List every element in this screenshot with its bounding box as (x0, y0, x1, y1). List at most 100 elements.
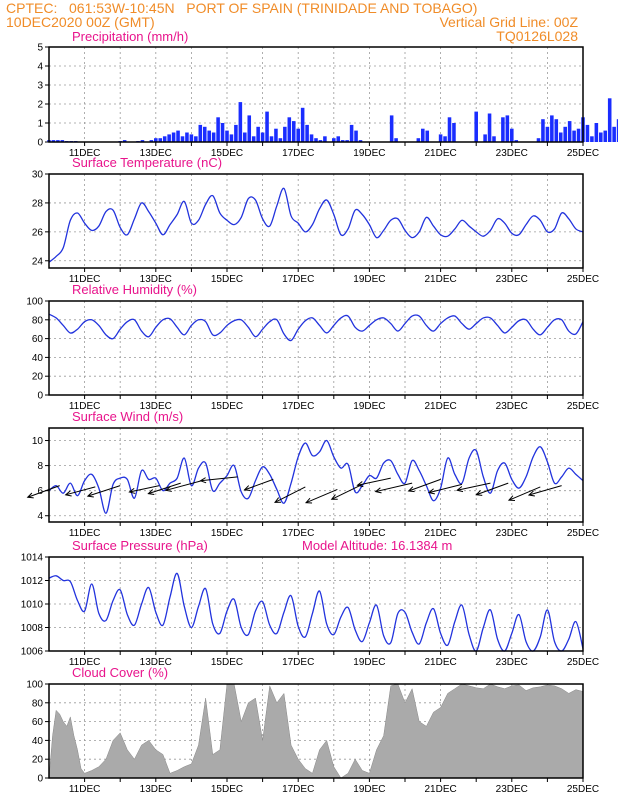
precip-bar (216, 117, 220, 142)
precip-bar (305, 124, 309, 142)
precip-bar (149, 140, 154, 142)
cloud-ytick-label: 0 (37, 774, 43, 785)
rh-xtick-label: 19DEC (353, 401, 385, 412)
wind-vector-head (147, 489, 155, 495)
wind-vector-head (128, 487, 136, 494)
precip-xtick-label: 15DEC (211, 148, 243, 159)
precip-bar (483, 134, 487, 142)
wind-vector-shaft (476, 482, 509, 496)
precip-bar (425, 130, 430, 142)
cloud-xtick-label: 13DEC (140, 784, 172, 795)
wind-vector-shaft (200, 476, 238, 482)
pressure-ytick-label: 1012 (21, 576, 44, 587)
precip-xtick-label: 13DEC (140, 148, 172, 159)
precip-bar (225, 130, 229, 142)
wind-vector-head (527, 490, 535, 497)
precip-xtick-label: 21DEC (424, 148, 456, 159)
cloud-xtick-label: 11DEC (69, 784, 101, 795)
rh-ytick-label: 20 (32, 372, 44, 383)
precip-bar (394, 138, 398, 142)
rh-xtick-label: 23DEC (496, 401, 528, 412)
precip-bar (389, 115, 394, 142)
precip-bar (309, 134, 314, 142)
wind-vector-shaft (508, 486, 541, 501)
precip-bar (60, 140, 65, 142)
wind-vector-head (330, 494, 338, 500)
wind-vector-head (475, 490, 483, 496)
precip-bar (563, 126, 567, 142)
precip-bar (318, 140, 323, 142)
precip-bar (443, 136, 447, 142)
wind-title: Surface Wind (m/s) (72, 409, 183, 424)
header-run-time: 10DEC2020 00Z (GMT) (6, 14, 155, 30)
pressure-xtick-label: 21DEC (424, 657, 456, 668)
pressure-ytick-label: 1014 (21, 553, 44, 564)
wind-vector-head (26, 492, 34, 499)
wind-vector-shaft (87, 485, 121, 497)
precip-frame (48, 46, 584, 143)
wind-vector-shaft (165, 480, 203, 491)
precip-bar (154, 138, 158, 142)
precip-bar (541, 119, 545, 142)
wind-xtick-label: 25DEC (567, 528, 599, 539)
precip-xtick-label: 23DEC (496, 148, 528, 159)
precip-bar (332, 138, 336, 142)
cloud-ytick-label: 80 (32, 698, 44, 709)
precip-bar (585, 124, 590, 142)
precip-bar (345, 140, 349, 142)
precip-bar (122, 140, 127, 142)
rh-xtick-label: 15DEC (211, 401, 243, 412)
wind-vector-head (356, 481, 364, 488)
precip-bar (474, 111, 478, 142)
wind-vector-shaft (528, 485, 562, 496)
cloud-xtick-label: 21DEC (424, 784, 456, 795)
wind-vector-shaft (357, 477, 391, 486)
wind-ytick-label: 4 (37, 511, 43, 522)
precip-bar (572, 130, 576, 142)
wind-xtick-label: 21DEC (424, 528, 456, 539)
precip-bar (421, 128, 425, 142)
wind-vector-shaft (375, 482, 413, 493)
cloud-xtick-label: 17DEC (282, 784, 314, 795)
precip-bar (234, 124, 238, 142)
wind-vector-shaft (274, 486, 306, 503)
rh-ytick-label: 60 (32, 334, 44, 345)
rh-xtick-label: 21DEC (424, 401, 456, 412)
wind-vector-head (164, 486, 172, 492)
precip-bar (56, 140, 60, 142)
precip-bar (171, 132, 176, 142)
cloud-title: Cloud Cover (%) (72, 665, 168, 680)
wind-vector-head (305, 497, 313, 504)
precip-bar (185, 132, 189, 142)
wind-vector-head (243, 485, 251, 491)
wind-frame (48, 427, 584, 523)
precip-bar (452, 123, 456, 142)
wind-vector-shaft (129, 485, 160, 493)
cloud-xtick-label: 15DEC (211, 784, 243, 795)
precip-bar (487, 113, 492, 142)
precip-bar (492, 136, 496, 142)
pressure-xtick-label: 19DEC (353, 657, 385, 668)
wind-vector-shaft (244, 478, 274, 491)
rh-xtick-label: 25DEC (567, 401, 599, 412)
temp-xtick-label: 11DEC (69, 274, 101, 285)
rh-xtick-label: 11DEC (69, 401, 101, 412)
precip-bar (238, 102, 243, 142)
temp-xtick-label: 15DEC (211, 274, 243, 285)
temp-ytick-label: 24 (32, 256, 44, 267)
precip-ytick-label: 1 (37, 119, 43, 130)
precip-xtick-label: 19DEC (353, 148, 385, 159)
precip-bar (358, 140, 363, 142)
cloud-ytick-label: 40 (32, 736, 44, 747)
precip-bar (340, 140, 345, 142)
temp-xtick-label: 23DEC (496, 274, 528, 285)
precip-bar (323, 136, 327, 142)
precip-bar (269, 136, 274, 142)
pressure-annotation: Model Altitude: 16.1384 m (302, 538, 452, 553)
precip-bar (567, 121, 572, 142)
precip-bar (167, 134, 171, 142)
precip-bar (220, 123, 225, 142)
wind-vector-head (64, 490, 72, 497)
temp-ytick-label: 26 (32, 227, 44, 238)
